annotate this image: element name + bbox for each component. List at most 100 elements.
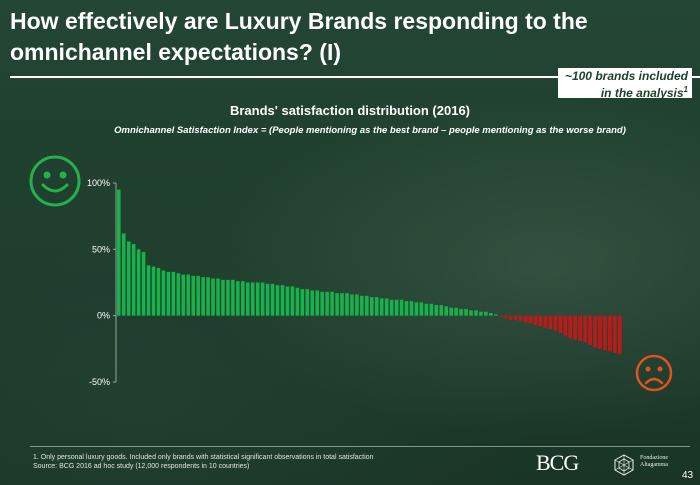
bar-positive — [121, 233, 126, 316]
bar-positive — [365, 295, 369, 316]
bar-negative — [608, 315, 612, 352]
bar-positive — [196, 275, 200, 316]
bar-positive — [156, 267, 161, 316]
partner-logo-icon — [614, 454, 634, 476]
bar-positive — [166, 271, 171, 316]
bar-positive — [176, 273, 181, 316]
bar-positive — [494, 314, 498, 316]
bar-negative — [593, 315, 597, 348]
bar-negative — [548, 315, 553, 329]
bar-positive — [315, 290, 319, 316]
bar-positive — [335, 293, 339, 316]
bar-positive — [126, 241, 131, 316]
bar-positive — [479, 311, 483, 316]
bar-positive — [429, 303, 434, 316]
bar-positive — [454, 307, 458, 316]
bar-positive — [191, 275, 195, 316]
bar-positive — [350, 294, 354, 316]
bar-positive — [414, 302, 419, 316]
bar-positive — [221, 279, 225, 316]
bar-negative — [618, 315, 622, 355]
bar-negative — [503, 315, 508, 319]
bar-positive — [136, 249, 141, 316]
bar-negative — [543, 315, 548, 328]
bar-positive — [449, 307, 453, 316]
chart-title: Brands' satisfaction distribution (2016) — [229, 103, 471, 118]
bar-positive — [434, 305, 439, 316]
bar-positive — [384, 298, 389, 316]
bar-positive — [409, 301, 414, 316]
partner-logo-text: Fondazione Altagamma — [640, 455, 668, 469]
bar-positive — [216, 278, 220, 316]
footnote: 1. Only personal luxury goods. Included … — [33, 453, 373, 471]
bar-positive — [236, 281, 240, 316]
bar-negative — [523, 315, 528, 323]
bar-positive — [151, 266, 156, 316]
bar-negative — [558, 315, 563, 333]
bar-positive — [117, 189, 121, 316]
bar-positive — [300, 289, 305, 316]
bar-positive — [340, 293, 344, 316]
bar-positive — [399, 299, 404, 316]
title-divider — [10, 76, 700, 78]
bar-negative — [573, 315, 577, 340]
bar-negative — [598, 315, 602, 349]
bar-positive — [310, 290, 315, 316]
bar-positive — [464, 309, 468, 316]
bar-positive — [211, 278, 215, 316]
bar-negative — [518, 315, 523, 321]
partner-name-line-2: Altagamma — [640, 462, 668, 468]
bar-positive — [141, 251, 146, 316]
bar-positive — [325, 291, 329, 316]
smiley-happy-icon — [29, 155, 81, 207]
bar-negative — [533, 315, 538, 325]
bar-negative — [498, 315, 503, 317]
bar-positive — [181, 274, 186, 316]
bar-negative — [568, 315, 572, 339]
bar-positive — [161, 270, 166, 316]
callout-footnote-mark: 1 — [683, 85, 688, 94]
bar-positive — [186, 274, 191, 316]
bar-positive — [469, 310, 473, 316]
bar-positive — [489, 313, 493, 316]
bar-positive — [439, 305, 444, 316]
y-tick-label: -50% — [89, 377, 110, 387]
bar-negative — [508, 315, 513, 320]
bar-negative — [583, 315, 587, 343]
bar-positive — [305, 289, 310, 316]
bar-positive — [265, 283, 270, 316]
footnote-line-1: 1. Only personal luxury goods. Included … — [33, 454, 374, 461]
page-number: 43 — [682, 470, 694, 481]
bar-positive — [146, 265, 151, 316]
y-tick-label: 50% — [92, 244, 110, 254]
bar-positive — [360, 295, 364, 316]
bar-positive — [285, 286, 290, 316]
bar-positive — [474, 310, 478, 316]
bar-positive — [370, 297, 374, 316]
bar-positive — [131, 244, 136, 316]
bar-positive — [484, 311, 488, 316]
bar-positive — [295, 287, 300, 316]
bar-positive — [424, 303, 429, 316]
bar-positive — [374, 297, 379, 316]
bar-positive — [290, 286, 295, 316]
bar-positive — [355, 294, 359, 316]
bar-positive — [280, 285, 285, 316]
bar-negative — [553, 315, 558, 331]
bar-positive — [270, 283, 275, 316]
partner-name-line-1: Fondazione — [640, 455, 668, 461]
bar-positive — [201, 277, 205, 316]
y-tick-label: 100% — [87, 178, 110, 188]
chart-subtitle: Omnichannel Satisfaction Index = (People… — [114, 125, 626, 136]
bar-negative — [538, 315, 543, 327]
bar-positive — [275, 285, 280, 316]
bar-positive — [206, 277, 210, 316]
brands-callout: ~100 brands included in the analysis1 — [558, 68, 692, 100]
bar-positive — [379, 298, 384, 316]
bar-positive — [231, 279, 235, 316]
bar-negative — [528, 315, 533, 324]
bar-positive — [260, 282, 265, 316]
bar-positive — [255, 282, 260, 316]
bar-negative — [603, 315, 607, 351]
